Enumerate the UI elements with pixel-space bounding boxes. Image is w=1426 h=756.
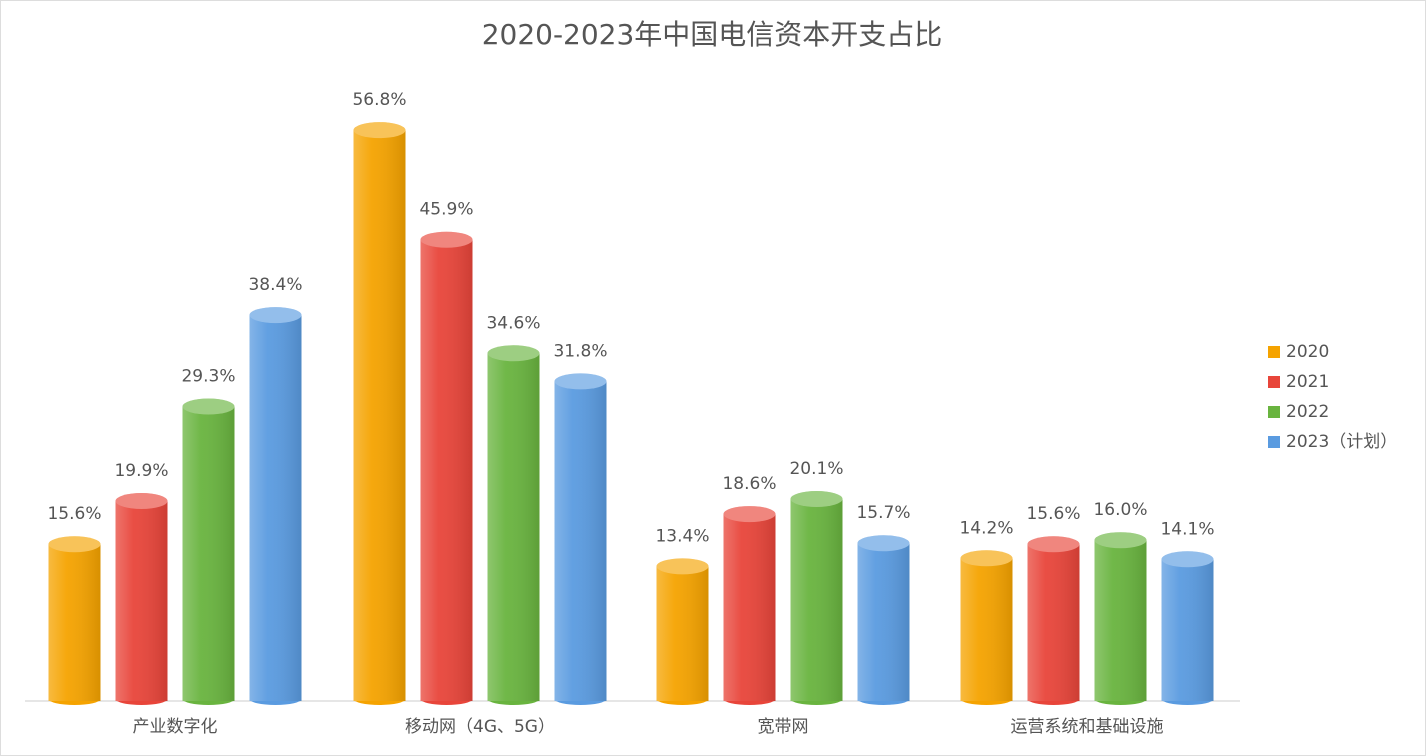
value-label: 13.4% <box>655 526 709 546</box>
bar-top <box>48 536 101 553</box>
value-label: 14.1% <box>1160 519 1214 539</box>
bar-top-light <box>1094 532 1147 549</box>
bar-shade <box>249 315 302 701</box>
bar-shade <box>115 501 168 701</box>
bar-shade <box>1027 544 1080 701</box>
value-label: 16.0% <box>1093 500 1147 520</box>
bar-top <box>554 373 607 390</box>
bar-top-light <box>249 307 302 324</box>
bar-top-light <box>182 398 235 415</box>
bar-shade <box>554 381 607 701</box>
bar-top-light <box>420 231 473 248</box>
legend-label: 2022 <box>1286 402 1329 422</box>
bar-top <box>723 506 776 523</box>
bar-top-light <box>554 373 607 390</box>
bar-shade <box>1161 559 1214 701</box>
legend-swatch <box>1268 436 1280 448</box>
bar-top <box>960 550 1013 567</box>
bar-shade <box>353 130 406 701</box>
bar-top-light <box>723 506 776 523</box>
x-tick-label: 宽带网 <box>758 717 809 737</box>
value-label: 15.7% <box>856 503 910 523</box>
legend-swatch <box>1268 346 1280 358</box>
value-label: 14.2% <box>959 518 1013 538</box>
bar-top <box>1027 536 1080 553</box>
bar-top <box>1094 532 1147 549</box>
legend-label: 2021 <box>1286 372 1329 392</box>
bar-top-light <box>656 558 709 575</box>
bar-shade <box>1094 540 1147 701</box>
legend-swatch <box>1268 376 1280 388</box>
bar-top <box>487 345 540 362</box>
bar-top <box>790 490 843 507</box>
bar-top-light <box>857 535 910 552</box>
value-label: 18.6% <box>722 474 776 494</box>
legend-swatch <box>1268 406 1280 418</box>
x-tick-label: 运营系统和基础设施 <box>1011 717 1164 737</box>
bar-top-light <box>1161 551 1214 568</box>
bar-top <box>1161 551 1214 568</box>
x-tick-label: 移动网（4G、5G） <box>405 717 555 737</box>
bar-top-light <box>353 122 406 139</box>
bar-top <box>353 122 406 139</box>
bar-top-light <box>115 493 168 510</box>
value-label: 15.6% <box>47 504 101 524</box>
bar-shade <box>487 353 540 701</box>
bar-shade <box>790 498 843 701</box>
bar-top-light <box>487 345 540 362</box>
bar-top <box>420 231 473 248</box>
value-label: 34.6% <box>486 313 540 333</box>
bar-shade <box>857 543 910 701</box>
bar-top-light <box>1027 536 1080 553</box>
bar-shade <box>420 239 473 701</box>
bar-top <box>249 307 302 324</box>
value-label: 20.1% <box>789 459 843 479</box>
legend-label: 2023（计划） <box>1286 432 1397 452</box>
legend-label: 2020 <box>1286 342 1329 362</box>
bar-top-light <box>790 490 843 507</box>
value-label: 45.9% <box>419 200 473 220</box>
bar-top <box>656 558 709 575</box>
bar-shade <box>723 514 776 701</box>
x-tick-label: 产业数字化 <box>133 717 218 737</box>
bar-top <box>115 493 168 510</box>
bar-top-light <box>48 536 101 553</box>
bar-top-light <box>960 550 1013 567</box>
value-label: 38.4% <box>248 275 302 295</box>
value-label: 31.8% <box>553 341 607 361</box>
bar-shade <box>48 544 101 701</box>
value-label: 56.8% <box>352 90 406 110</box>
bar-top <box>857 535 910 552</box>
value-label: 29.3% <box>181 367 235 387</box>
value-label: 19.9% <box>114 461 168 481</box>
bar-shade <box>182 406 235 701</box>
chart-title: 2020-2023年中国电信资本开支占比 <box>482 18 943 51</box>
bar-top <box>182 398 235 415</box>
value-label: 15.6% <box>1026 504 1080 524</box>
bar-shade <box>656 566 709 701</box>
bar-shade <box>960 558 1013 701</box>
